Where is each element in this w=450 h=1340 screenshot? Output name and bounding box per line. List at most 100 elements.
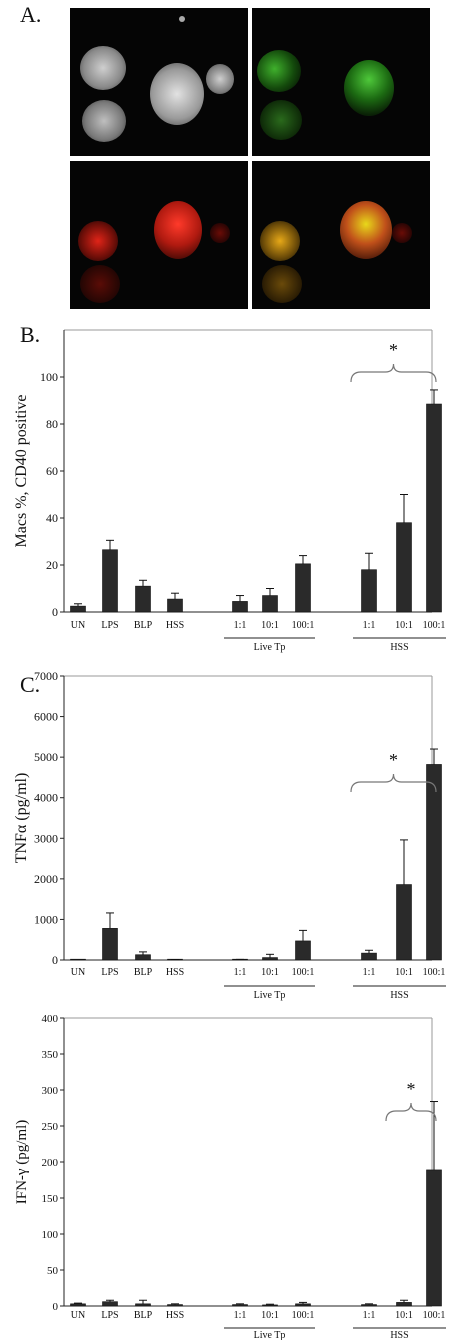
group-label: HSS — [390, 642, 408, 653]
significance-brace — [350, 773, 437, 793]
group-label: Live Tp — [254, 990, 286, 1001]
y-tick-label: 0 — [53, 1301, 59, 1313]
cell — [260, 221, 300, 261]
significance-star: * — [407, 1079, 416, 1099]
bar — [361, 1304, 377, 1307]
y-tick-label: 2000 — [34, 872, 58, 886]
category-label: 100:1 — [292, 1310, 315, 1321]
y-axis-label: IFN-γ (pg/ml) — [14, 1120, 30, 1205]
category-label: LPS — [101, 1310, 118, 1321]
category-label: UN — [71, 620, 85, 631]
category-label: 1:1 — [234, 1310, 247, 1321]
category-label: 100:1 — [423, 1310, 446, 1321]
y-tick-label: 60 — [46, 464, 58, 478]
cell — [344, 60, 394, 116]
group-label: Live Tp — [254, 642, 286, 653]
category-label: 10:1 — [395, 620, 413, 631]
bar — [426, 1169, 442, 1307]
significance-star: * — [389, 340, 398, 360]
cell — [80, 46, 126, 90]
category-label: HSS — [166, 1310, 184, 1321]
category-label: 10:1 — [395, 967, 413, 978]
y-tick-label: 400 — [42, 1013, 59, 1025]
category-label: 10:1 — [261, 620, 279, 631]
cell — [150, 63, 204, 125]
category-label: 1:1 — [363, 967, 376, 978]
cell — [179, 16, 185, 22]
bar — [396, 1302, 412, 1307]
y-axis-label: TNFα (pg/ml) — [13, 773, 30, 864]
cell — [260, 100, 302, 140]
category-label: HSS — [166, 967, 184, 978]
category-label: 1:1 — [234, 620, 247, 631]
category-label: LPS — [101, 620, 118, 631]
y-tick-label: 4000 — [34, 791, 58, 805]
y-tick-label: 1000 — [34, 912, 58, 926]
microscopy-image — [70, 8, 432, 310]
significance-star: * — [389, 750, 398, 770]
category-label: 10:1 — [395, 1310, 413, 1321]
cell — [257, 50, 301, 92]
y-tick-label: 20 — [46, 558, 58, 572]
y-axis-label: Macs %, CD40 positive — [13, 395, 30, 548]
cell — [82, 100, 126, 142]
category-label: 1:1 — [234, 967, 247, 978]
category-label: LPS — [101, 967, 118, 978]
group-label: Live Tp — [254, 1330, 286, 1340]
bar — [70, 1303, 86, 1307]
category-label: UN — [71, 1310, 85, 1321]
y-tick-label: 100 — [40, 370, 58, 384]
y-tick-label: 80 — [46, 417, 58, 431]
cell — [206, 64, 234, 94]
significance-brace — [350, 363, 437, 383]
category-label: BLP — [134, 967, 153, 978]
cell — [78, 221, 118, 261]
y-tick-label: 150 — [42, 1193, 59, 1205]
y-tick-label: 50 — [47, 1265, 59, 1277]
y-tick-label: 200 — [42, 1157, 59, 1169]
category-label: 1:1 — [363, 620, 376, 631]
cell — [340, 201, 392, 259]
bar — [167, 1304, 183, 1307]
significance-brace — [385, 1102, 437, 1122]
cell — [154, 201, 202, 259]
bar — [102, 1301, 118, 1307]
y-tick-label: 0 — [52, 953, 58, 967]
category-label: 100:1 — [292, 967, 315, 978]
cell — [262, 265, 302, 303]
bar — [295, 1303, 311, 1307]
y-tick-label: 5000 — [34, 750, 58, 764]
y-tick-label: 6000 — [34, 710, 58, 724]
category-label: BLP — [134, 620, 153, 631]
bar — [232, 1304, 248, 1307]
category-label: HSS — [166, 620, 184, 631]
cell — [392, 223, 412, 243]
bar — [262, 1304, 278, 1307]
category-label: 10:1 — [261, 1310, 279, 1321]
category-label: 100:1 — [423, 620, 446, 631]
group-label: HSS — [390, 1330, 408, 1340]
y-tick-label: 250 — [42, 1121, 59, 1133]
panel-a-label: A. — [20, 2, 42, 27]
category-label: BLP — [134, 1310, 153, 1321]
y-tick-label: 40 — [46, 511, 58, 525]
bar — [70, 958, 86, 961]
y-tick-label: 3000 — [34, 831, 58, 845]
category-label: 1:1 — [363, 1310, 376, 1321]
category-label: 100:1 — [292, 620, 315, 631]
category-label: 100:1 — [423, 967, 446, 978]
category-label: 10:1 — [261, 967, 279, 978]
panel-b-label: B. — [20, 322, 41, 347]
y-tick-label: 300 — [42, 1085, 59, 1097]
y-tick-label: 100 — [42, 1229, 59, 1241]
y-tick-label: 350 — [42, 1049, 59, 1061]
group-label: HSS — [390, 990, 408, 1001]
panel-c-label: C. — [20, 672, 41, 697]
micro-quadrant-merge — [252, 161, 430, 309]
micro-quadrant-green — [252, 8, 430, 156]
cell — [210, 223, 230, 243]
cell — [80, 265, 120, 303]
